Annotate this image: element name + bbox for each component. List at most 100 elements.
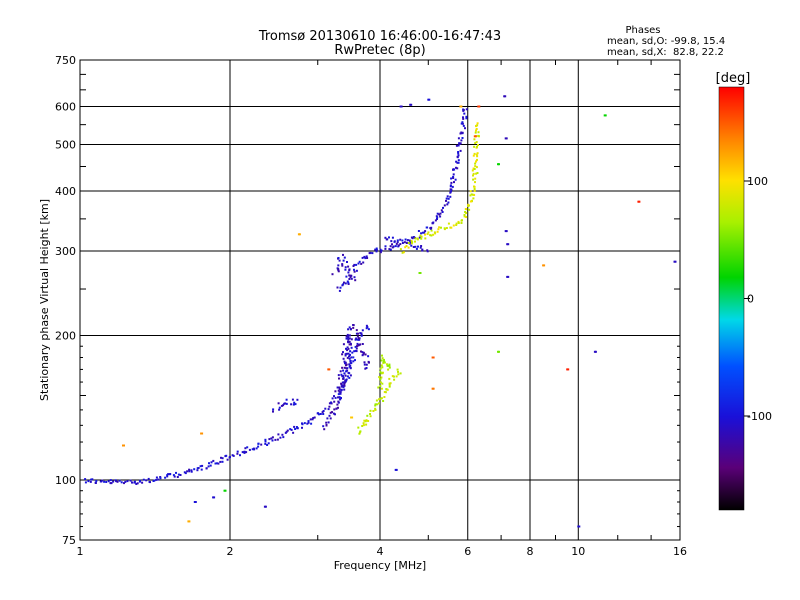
data-point [463, 112, 466, 115]
data-point [465, 117, 468, 120]
y-tick-label: 600 [55, 101, 76, 114]
data-point [388, 366, 391, 369]
data-point [357, 426, 360, 429]
data-point [264, 505, 267, 508]
data-point [411, 241, 414, 244]
data-point [394, 245, 397, 248]
data-point [159, 477, 162, 480]
data-point [337, 374, 340, 377]
data-point [420, 245, 423, 247]
data-point [363, 255, 366, 258]
y-tick-label: 300 [55, 245, 76, 258]
data-point [347, 371, 350, 374]
data-point [378, 376, 381, 379]
data-point [343, 388, 346, 391]
data-point [459, 132, 462, 135]
data-point [455, 160, 458, 163]
data-point [420, 232, 423, 235]
data-point [260, 443, 263, 446]
data-point [112, 480, 115, 483]
data-point [225, 454, 228, 457]
data-point [103, 480, 106, 483]
data-point [474, 165, 477, 168]
data-point [410, 242, 413, 245]
data-point [382, 400, 385, 402]
data-point [348, 337, 351, 340]
data-point [472, 167, 475, 170]
data-point [449, 184, 452, 187]
data-point [345, 378, 348, 381]
data-point [342, 357, 345, 360]
data-point [473, 189, 476, 192]
data-point [344, 381, 346, 384]
data-point [440, 226, 442, 229]
data-point [385, 238, 388, 241]
data-point [123, 444, 125, 447]
data-point [383, 358, 385, 361]
data-point [177, 473, 180, 476]
data-point [176, 476, 179, 478]
data-point [475, 128, 478, 130]
data-point [354, 338, 357, 341]
data-point [286, 429, 289, 432]
data-point [365, 367, 368, 369]
data-point [362, 424, 365, 427]
data-point [364, 367, 367, 370]
data-point [266, 444, 269, 446]
data-point [345, 337, 348, 340]
data-point [472, 154, 475, 157]
data-point [340, 385, 343, 388]
data-point [384, 247, 387, 250]
data-point [567, 368, 570, 371]
data-point [355, 332, 358, 335]
data-point [460, 105, 463, 108]
data-point [416, 237, 419, 240]
data-point [337, 264, 340, 267]
x-tick-label: 2 [227, 545, 234, 558]
data-point [604, 114, 607, 117]
data-point [284, 402, 287, 405]
data-point [424, 230, 427, 233]
data-point [334, 413, 336, 416]
data-point [464, 127, 466, 130]
data-point [322, 410, 325, 412]
data-point [136, 482, 139, 485]
data-point [346, 356, 349, 359]
data-point [457, 154, 460, 157]
data-point [358, 337, 360, 340]
data-point [188, 470, 191, 473]
data-point [312, 417, 315, 419]
data-point [409, 240, 412, 243]
data-point [284, 431, 287, 434]
data-point [462, 116, 464, 119]
data-point [224, 489, 227, 492]
data-point [344, 354, 347, 357]
data-point [460, 139, 463, 142]
data-point [441, 211, 444, 213]
data-point [405, 241, 408, 244]
data-point [201, 464, 204, 467]
data-point [345, 347, 347, 350]
data-point [447, 201, 450, 204]
data-point [353, 276, 356, 279]
data-point [348, 340, 351, 343]
data-point [374, 248, 377, 251]
colorbar [718, 86, 745, 511]
data-point [296, 398, 299, 401]
data-point [349, 342, 352, 345]
y-tick-label: 75 [62, 534, 76, 547]
data-point [271, 439, 274, 442]
data-point [474, 135, 477, 138]
data-point [277, 402, 280, 405]
data-point [399, 372, 402, 375]
data-point [327, 421, 330, 424]
data-point [343, 384, 346, 387]
data-point [388, 236, 390, 239]
data-point [331, 273, 334, 276]
x-tick-label: 8 [527, 545, 534, 558]
data-point [252, 447, 255, 450]
data-point [419, 234, 422, 237]
data-point [341, 366, 344, 369]
data-point [393, 378, 396, 381]
data-point [379, 385, 382, 387]
